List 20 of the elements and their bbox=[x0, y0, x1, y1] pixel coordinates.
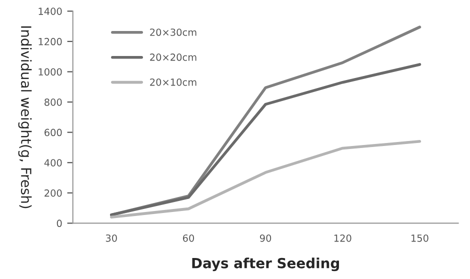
y-tick-label: 1400 bbox=[38, 8, 62, 15]
y-tick-label: 400 bbox=[44, 159, 62, 166]
y-tick-label: 1200 bbox=[38, 38, 62, 46]
x-tick-label: 150 bbox=[412, 234, 428, 242]
y-tick-label: 800 bbox=[44, 98, 62, 106]
x-tick-label: 120 bbox=[334, 234, 352, 242]
y-tick-label: 1000 bbox=[38, 68, 62, 76]
legend-label: 20×30cm bbox=[150, 28, 196, 36]
legend-label: 20×20cm bbox=[150, 54, 196, 61]
y-tick-label: 200 bbox=[44, 189, 62, 197]
x-tick-label: 30 bbox=[106, 234, 117, 242]
y-tick-label: 600 bbox=[44, 128, 62, 136]
line-series bbox=[110, 140, 422, 219]
x-tick-label: 60 bbox=[182, 234, 194, 242]
y-tick-label: 0 bbox=[56, 220, 62, 228]
y-axis-title: Individual weight(g, Fresh) bbox=[18, 26, 32, 208]
legend-label: 20×10cm bbox=[150, 78, 196, 86]
x-axis-title: Days after Seeding bbox=[192, 258, 339, 272]
x-tick-label: 90 bbox=[260, 234, 272, 242]
line-series bbox=[110, 63, 422, 216]
